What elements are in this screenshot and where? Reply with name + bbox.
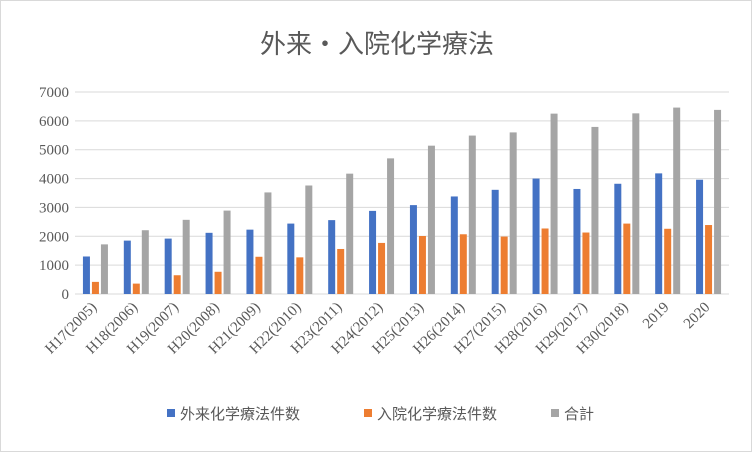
bar [714,109,722,295]
y-tick-label: 2000 [39,229,69,245]
bar [91,281,99,294]
bar [141,230,149,294]
bar [582,232,590,294]
bar [205,232,213,294]
bar [696,179,704,294]
y-tick-label: 7000 [39,85,69,101]
bar [182,219,190,294]
bar [427,145,435,294]
bar [164,238,172,294]
bar [532,178,540,294]
bar [623,223,631,294]
bar [214,271,222,294]
bar [541,228,549,294]
bar [500,236,508,294]
y-tick-label: 5000 [39,143,69,159]
bar [409,205,417,294]
bar [328,220,336,294]
x-axis-ticks: H17(2005)H18(2006)H19(2007)H20(2008)H21(… [42,300,713,358]
legend-swatch [167,409,175,417]
bar [264,192,272,294]
bar [305,185,313,294]
gridlines [75,91,729,295]
bar [223,210,231,294]
bar [346,173,354,294]
legend-swatch [364,409,372,417]
bar [673,107,681,294]
legend-swatch [551,409,559,417]
bar [255,256,263,294]
bars [82,107,722,295]
bar [450,196,458,294]
bar [459,234,467,294]
bar [369,210,377,294]
bar [100,244,108,294]
legend: 外来化学療法件数 入院化学療法件数 合計 [167,405,594,423]
bar [591,126,599,294]
bar [378,242,386,294]
bar [123,240,131,294]
bar [705,225,713,294]
bar [509,132,517,294]
y-tick-label: 0 [62,287,70,303]
legend-label: 合計 [564,405,594,423]
bar [296,257,304,294]
bar [132,283,140,294]
bar [664,228,672,294]
y-tick-label: 1000 [39,258,69,274]
bar [491,189,499,294]
bar [387,158,395,294]
y-tick-label: 6000 [39,114,69,130]
bar [337,248,345,294]
bar [550,113,558,295]
x-tick-label: 2020 [681,300,714,333]
x-tick-label: 2019 [640,300,673,333]
bar [287,223,295,294]
bar [82,256,90,294]
y-axis-ticks: 0 1000 2000 3000 4000 5000 6000 7000 [39,85,69,303]
bar [655,173,663,294]
chart-title: 外来・入院化学療法 [260,30,494,60]
y-tick-label: 4000 [39,172,69,188]
bar [614,183,622,294]
bar [632,113,640,295]
bar [573,188,581,294]
bar [418,235,426,294]
legend-label: 外来化学療法件数 [180,405,300,423]
legend-label: 入院化学療法件数 [377,405,497,423]
bar [173,275,181,294]
bar [468,135,476,294]
y-tick-label: 3000 [39,200,69,216]
bar [246,229,254,294]
